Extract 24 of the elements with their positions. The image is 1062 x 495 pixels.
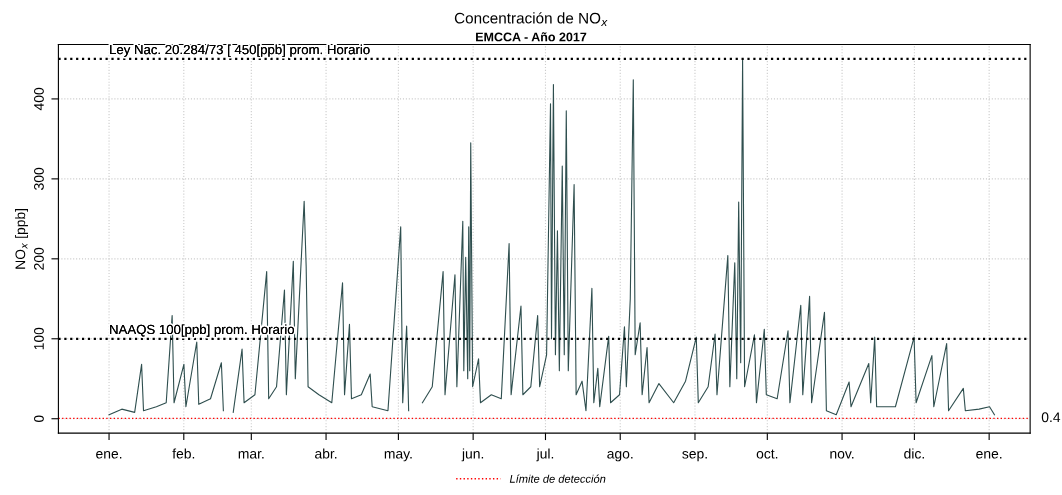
x-tick-label: ago.	[607, 450, 633, 462]
chart-subtitle: EMCCA - Año 2017	[476, 32, 587, 42]
x-tick-label: ene.	[96, 450, 122, 459]
x-tick-label: ene.	[976, 450, 1002, 459]
x-tick-label: sep.	[682, 450, 707, 462]
x-tick-label: oct.	[756, 449, 778, 459]
y-tick-label: 400	[34, 87, 44, 111]
y-tick-label: 200	[34, 247, 44, 270]
x-tick-label: jul.	[536, 448, 554, 462]
annotation: 0.4	[1041, 412, 1061, 423]
x-tick-label: jun.	[461, 448, 484, 462]
ref-line-label: Ley Nac. 20.284/73 [ 450[ppb] prom. Horario	[110, 44, 370, 57]
x-tick-label: feb.	[172, 448, 195, 459]
y-axis-title: NO$_{x}$ [ppb]	[15, 208, 28, 269]
x-tick-label: dic.	[904, 448, 924, 459]
y-tick-label: 0	[34, 415, 44, 423]
x-tick-label: mar.	[238, 450, 264, 459]
x-tick-label: nov.	[830, 450, 854, 459]
y-tick-label: 100	[34, 327, 44, 350]
chart-title: Concentración de NO$_{x}$	[454, 12, 608, 26]
legend-label: Límite de detección	[509, 474, 606, 483]
x-tick-label: abr.	[315, 448, 337, 459]
y-tick-label: 300	[34, 167, 44, 190]
x-tick-label: may.	[384, 450, 412, 462]
